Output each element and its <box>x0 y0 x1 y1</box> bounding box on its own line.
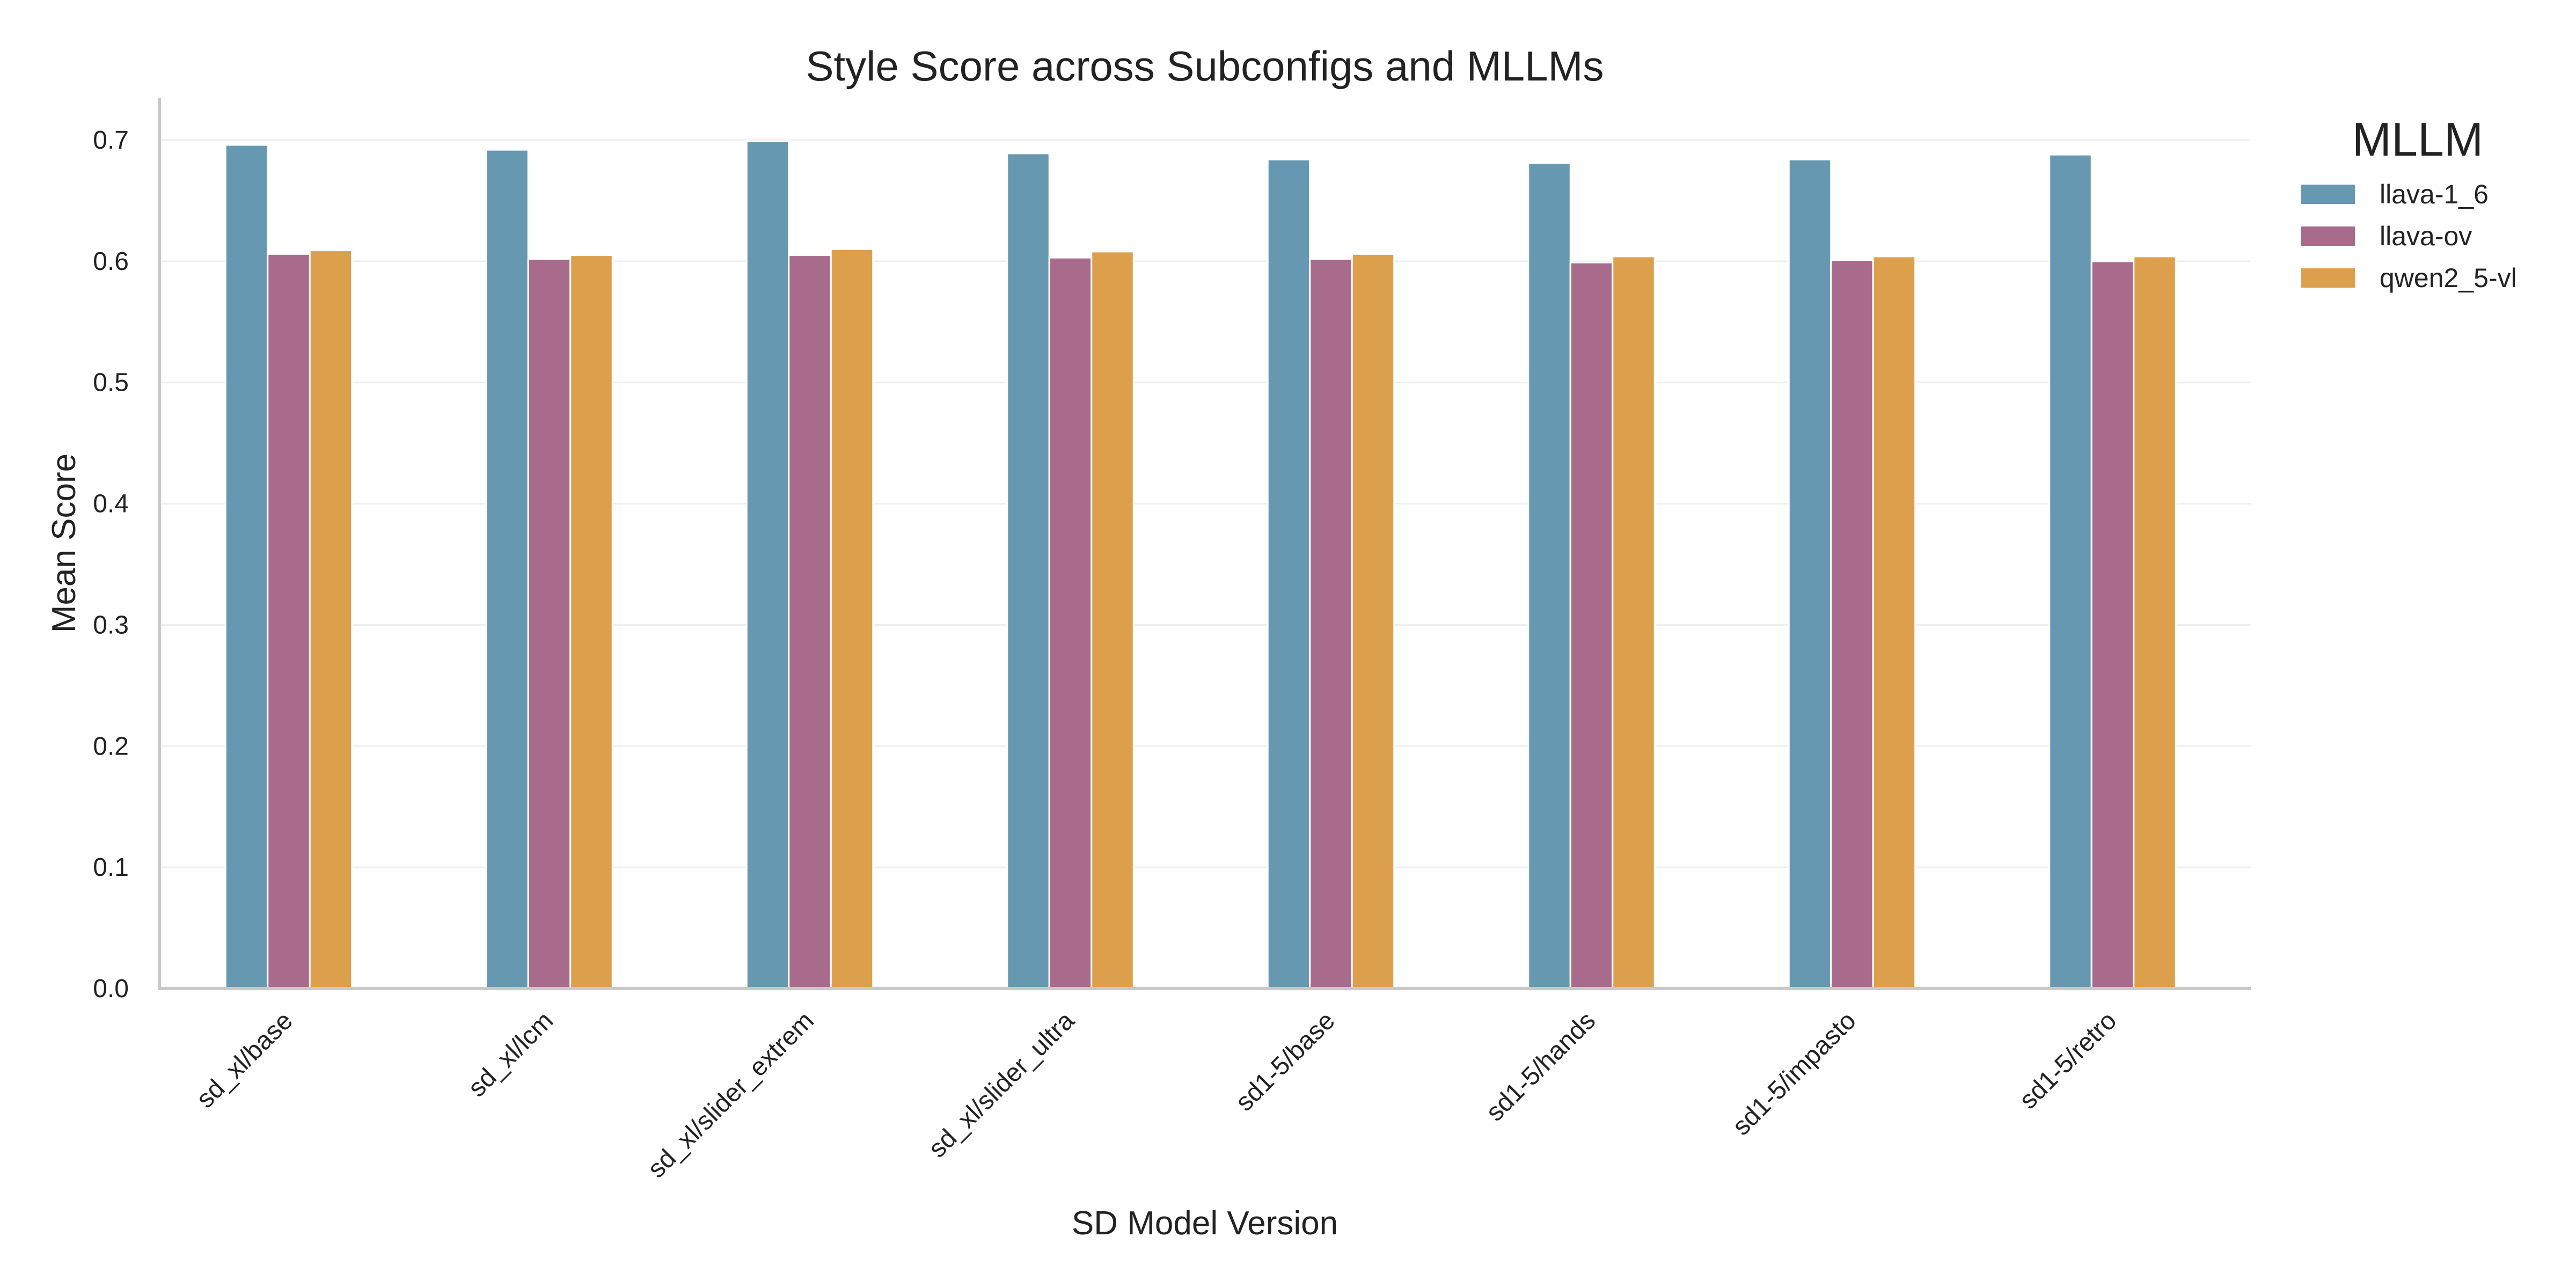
bar-llava-1-6-sd-xl-lcm <box>485 149 529 990</box>
legend-title: MLLM <box>2352 113 2484 166</box>
bar-qwen2-5-vl-sd-xl-slider-extrem <box>830 248 874 990</box>
x-axis-title: SD Model Version <box>1072 1205 1338 1242</box>
bar-llava-1-6-sd1-5-retro <box>2048 153 2092 990</box>
y-tick-label: 0.0 <box>93 975 129 1003</box>
bar-llava-1-6-sd1-5-impasto <box>1788 158 1832 990</box>
bar-qwen2-5-vl-sd1-5-hands <box>1612 255 1656 990</box>
bar-llava-1-6-sd-xl-slider-ultra <box>1006 152 1050 990</box>
y-axis-title: Mean Score <box>46 453 83 633</box>
bar-llava-1-6-sd1-5-hands <box>1527 162 1571 990</box>
y-tick-label: 0.7 <box>93 126 129 155</box>
legend-label: llava-ov <box>2380 221 2472 251</box>
bar-qwen2-5-vl-sd-xl-slider-ultra <box>1091 251 1135 990</box>
bar-llava-ov-sd1-5-hands <box>1569 261 1614 990</box>
y-tick-label: 0.1 <box>93 853 129 882</box>
y-tick-label: 0.3 <box>93 611 129 639</box>
bar-qwen2-5-vl-sd1-5-base <box>1351 253 1395 990</box>
bar-llava-1-6-sd-xl-base <box>224 144 269 990</box>
legend-items: llava-1_6 llava-ov qwen2_5-vl <box>2300 179 2517 293</box>
axes <box>158 98 2251 990</box>
bars <box>224 140 2177 990</box>
y-tick-labels: 0.0 0.1 0.2 0.3 0.4 0.5 0.6 0.7 <box>93 126 129 1003</box>
y-tick-label: 0.6 <box>93 247 129 276</box>
bar-qwen2-5-vl-sd-xl-base <box>309 250 353 990</box>
bar-llava-1-6-sd1-5-base <box>1267 158 1311 990</box>
y-tick-label: 0.2 <box>93 732 129 760</box>
bar-qwen2-5-vl-sd1-5-retro <box>2133 255 2177 990</box>
bar-llava-ov-sd-xl-slider-ultra <box>1048 257 1093 990</box>
bar-llava-1-6-sd-xl-slider-extrem <box>745 140 790 990</box>
bar-llava-ov-sd1-5-retro <box>2090 260 2135 990</box>
bar-llava-ov-sd-xl-lcm <box>527 258 572 990</box>
y-tick-label: 0.5 <box>93 369 129 397</box>
legend: MLLM llava-1_6 llava-ov qwen2_5-vl <box>2300 113 2517 293</box>
y-tick-label: 0.4 <box>93 490 129 518</box>
bar-llava-ov-sd-xl-base <box>267 253 311 990</box>
bar-llava-ov-sd-xl-slider-extrem <box>788 254 832 990</box>
bar-llava-ov-sd1-5-base <box>1309 258 1353 990</box>
legend-swatch-llava-ov <box>2300 225 2356 247</box>
chart-title: Style Score across Subconfigs and MLLMs <box>806 42 1604 90</box>
legend-swatch-qwen2-5-vl <box>2300 267 2356 289</box>
legend-label: qwen2_5-vl <box>2380 263 2517 293</box>
bar-llava-ov-sd1-5-impasto <box>1830 259 1874 990</box>
legend-label: llava-1_6 <box>2380 179 2489 209</box>
bar-qwen2-5-vl-sd1-5-impasto <box>1872 255 1916 990</box>
legend-swatch-llava-1-6 <box>2300 184 2356 205</box>
bar-qwen2-5-vl-sd-xl-lcm <box>569 254 613 990</box>
